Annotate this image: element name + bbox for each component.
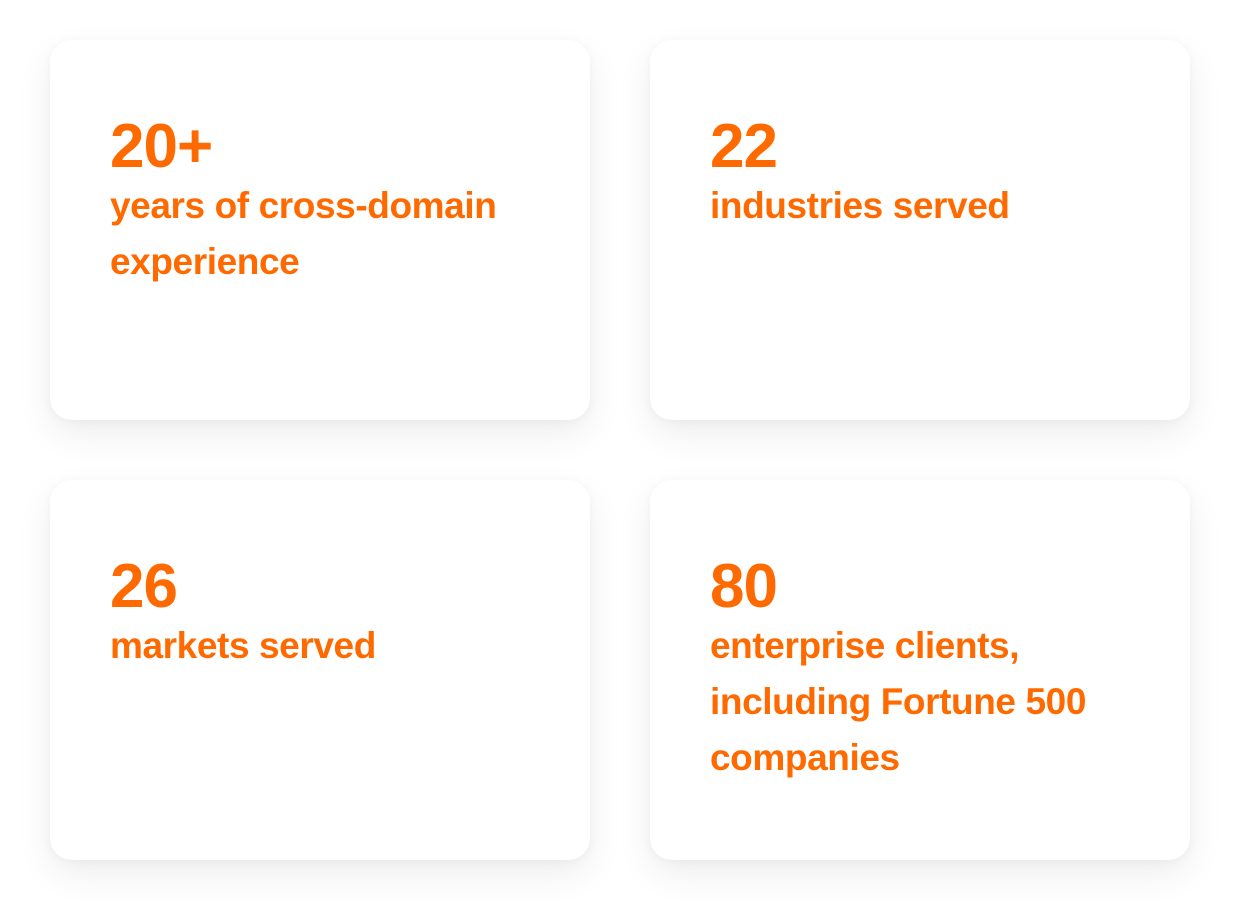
stat-number: 20+	[110, 112, 213, 181]
stat-label: markets served	[110, 625, 376, 666]
stat-label: years of cross-domain experience	[110, 185, 497, 282]
stat-number: 26	[110, 552, 178, 621]
stats-grid: 20+ years of cross-domain experience 22 …	[50, 40, 1190, 860]
stat-card-clients: 80 enterprise clients, including Fortune…	[650, 480, 1190, 860]
stat-label: industries served	[710, 185, 1010, 226]
stat-card-experience: 20+ years of cross-domain experience	[50, 40, 590, 420]
stat-number: 22	[710, 112, 778, 181]
stat-label: enterprise clients, including Fortune 50…	[710, 625, 1087, 778]
stat-number: 80	[710, 552, 778, 621]
stat-card-markets: 26 markets served	[50, 480, 590, 860]
stat-card-industries: 22 industries served	[650, 40, 1190, 420]
